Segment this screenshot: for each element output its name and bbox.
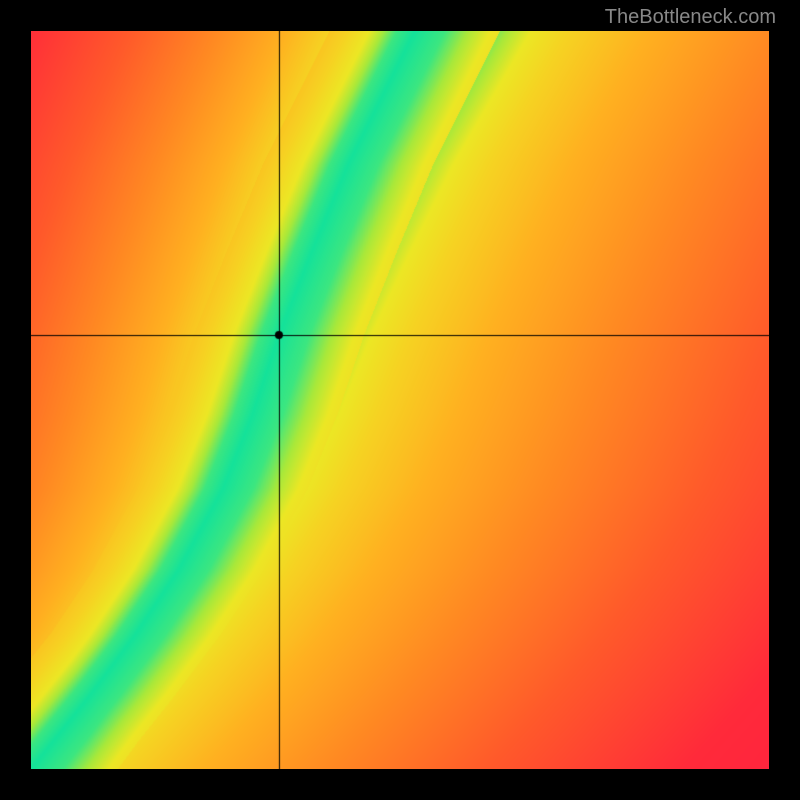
watermark-text: TheBottleneck.com: [605, 6, 776, 29]
heatmap-canvas: [31, 31, 769, 769]
